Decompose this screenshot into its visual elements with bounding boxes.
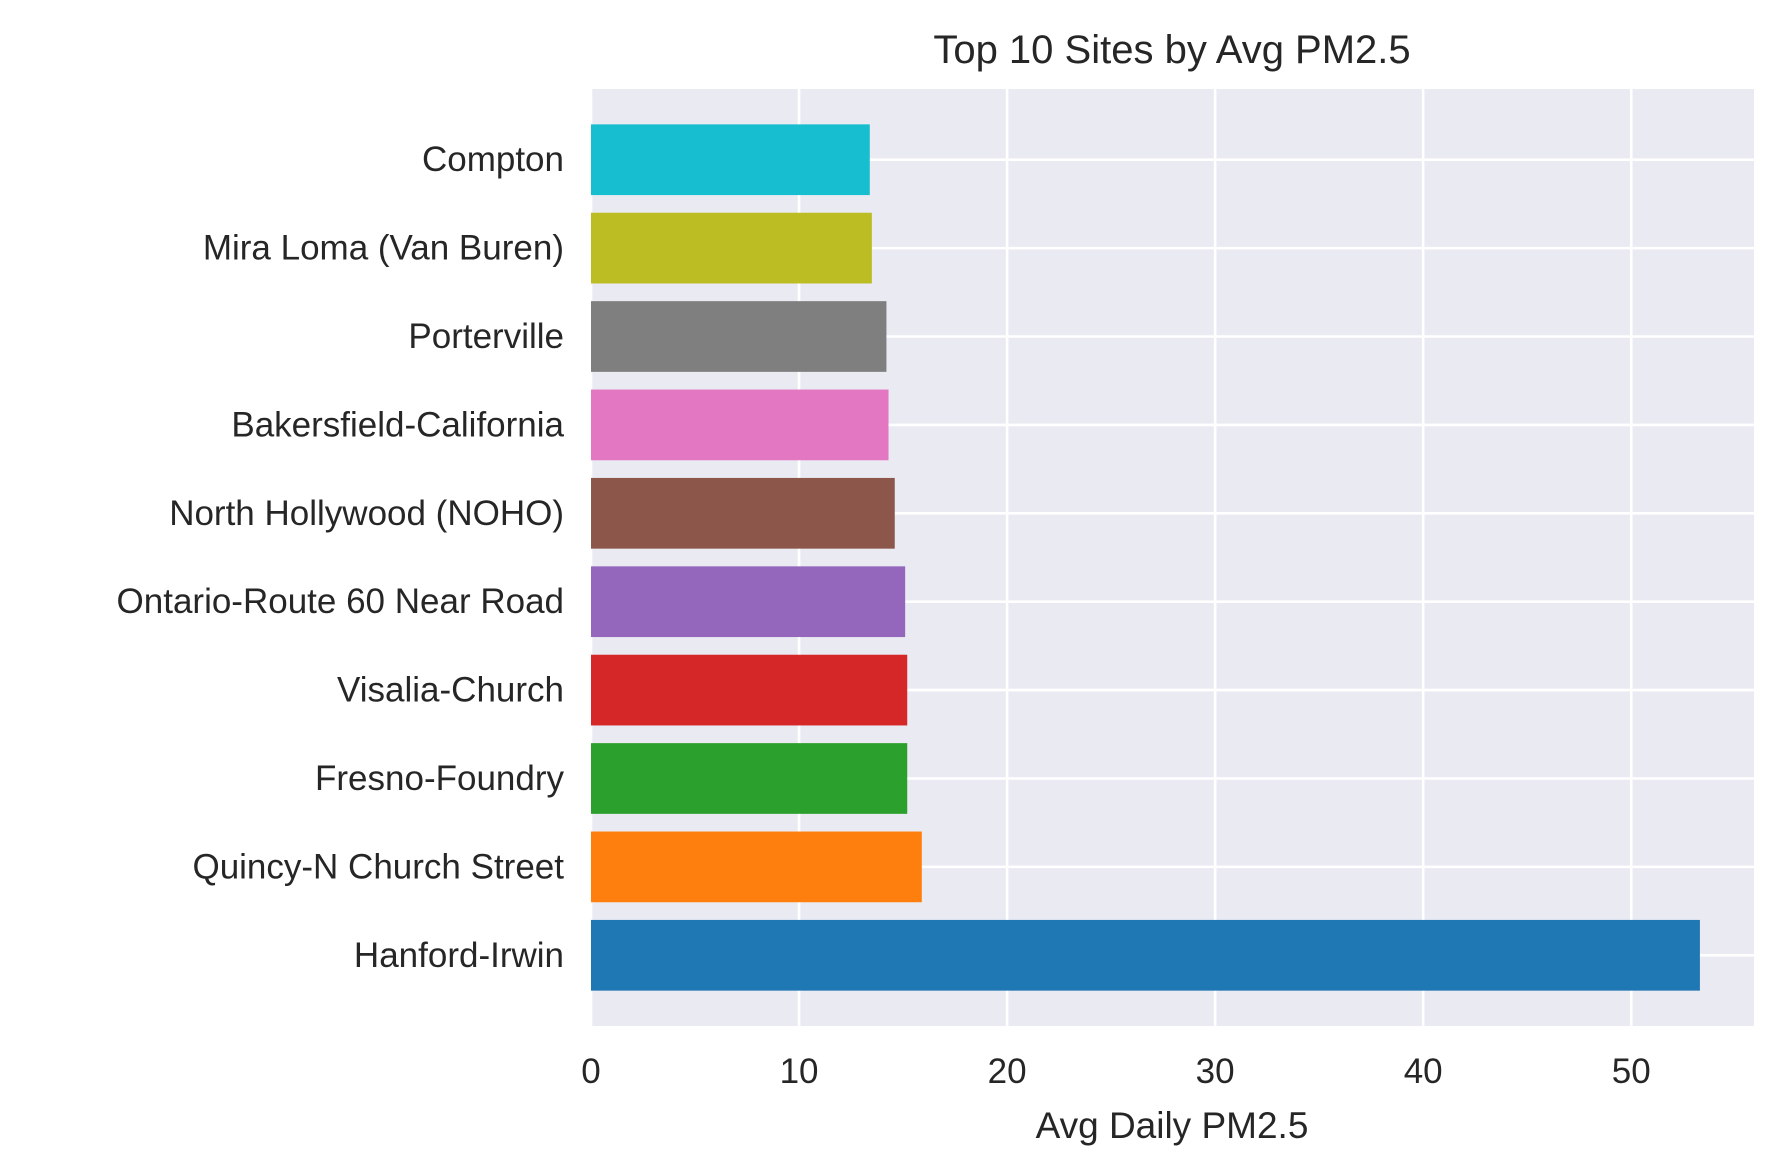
bar [591,301,887,372]
x-tick-label: 30 [1196,1052,1235,1091]
bar [591,743,908,814]
x-tick-label: 40 [1404,1052,1443,1091]
bar [591,566,906,638]
y-tick-label: Visalia-Church [337,671,564,710]
y-tick-labels: Hanford-Irwin Quincy-N Church Street Fresn… [117,140,565,975]
bar [591,477,895,549]
bar [591,124,870,196]
x-tick-label: 10 [780,1052,819,1091]
chart-title: Top 10 Sites by Avg PM2.5 [933,28,1410,72]
x-tick-label: 0 [581,1052,600,1091]
y-tick-label: Compton [422,140,564,179]
x-tick-label: 50 [1612,1052,1651,1091]
y-tick-label: Hanford-Irwin [354,936,564,975]
bar [591,831,922,903]
x-tick-label: 20 [988,1052,1027,1091]
bar [591,654,908,726]
y-tick-label: Porterville [408,317,564,356]
y-tick-label: Mira Loma (Van Buren) [203,229,564,268]
bars [591,124,1700,991]
x-axis-label: Avg Daily PM2.5 [1036,1105,1309,1146]
x-tick-labels: 0 10 20 30 40 50 [581,1052,1650,1091]
y-tick-label: Quincy-N Church Street [192,847,564,886]
bar [591,212,872,284]
y-tick-label: Ontario-Route 60 Near Road [117,582,564,621]
y-tick-label: North Hollywood (NOHO) [169,494,564,533]
bar [591,389,889,461]
y-tick-label: Bakersfield-California [231,405,564,444]
y-tick-label: Fresno-Foundry [315,759,564,798]
bar [591,919,1700,991]
